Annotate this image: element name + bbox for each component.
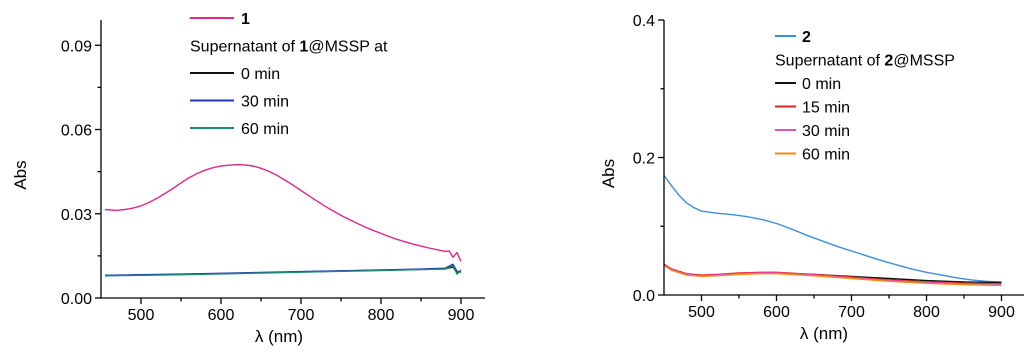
x-tick-label: 500 [688,304,715,321]
series-line-1 [104,163,462,262]
x-tick-label: 700 [838,304,865,321]
legend-label: 0 min [802,76,841,93]
legend-label: 15 min [802,100,850,117]
series-line-60-min [104,265,462,277]
legend-label: 30 min [802,123,850,140]
y-axis-label: Abs [11,160,30,189]
y-tick-label: 0.00 [61,291,92,308]
x-tick-label: 600 [208,307,235,324]
legend-subtitle-text: Supernatant of [775,53,884,70]
legend-subtitle: Supernatant of 2@MSSP [775,53,955,70]
legend-label: 2 [802,29,811,46]
series-line-0-min [663,264,1002,284]
y-tick-label: 0.4 [633,13,655,30]
legend-subtitle-text: @MSSP at [308,39,388,56]
y-axis-label: Abs [599,159,618,188]
x-axis-label: λ (nm) [800,324,848,343]
x-tick-label: 700 [288,307,315,324]
y-tick-label: 0.0 [633,288,655,305]
x-tick-label: 800 [913,304,940,321]
legend-label: 0 min [241,66,280,83]
x-tick-label: 500 [128,307,155,324]
series-line-60-min [663,264,1002,287]
x-tick-label: 900 [448,307,475,324]
legend-subtitle-bold: 1 [299,39,308,56]
y-tick-label: 0.2 [633,151,655,168]
x-tick-label: 900 [988,304,1015,321]
legend-label: 60 min [802,147,850,164]
series-line-2 [663,174,1002,283]
y-tick-label: 0.03 [61,207,92,224]
x-axis-label: λ (nm) [255,327,303,346]
x-tick-label: 800 [368,307,395,324]
legend-label: 30 min [241,94,289,111]
legend-label: 60 min [241,121,289,138]
y-tick-label: 0.06 [61,123,92,140]
legend-subtitle-bold: 2 [884,53,893,70]
legend-subtitle-text: @MSSP [893,53,955,70]
legend-subtitle: Supernatant of 1@MSSP at [190,39,388,56]
x-tick-label: 600 [763,304,790,321]
y-tick-label: 0.09 [61,38,92,55]
chart-panel-1: 500 600 700 800 900 0.00 0.03 0.06 0.09 λ (nm) Abs… [11,11,485,346]
legend-subtitle-text: Supernatant of [190,39,299,56]
legend-label: 1 [241,11,250,28]
